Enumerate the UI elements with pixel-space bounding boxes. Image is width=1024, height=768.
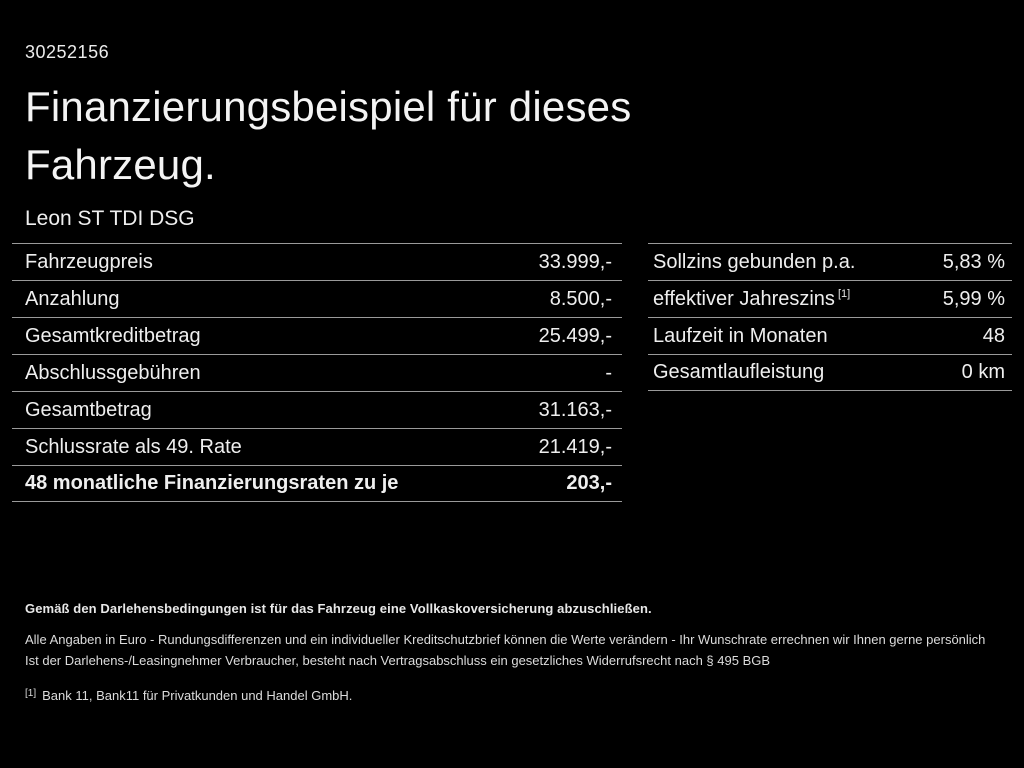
footnotes-section: Gemäß den Darlehensbedingungen ist für d…	[25, 601, 1000, 706]
page-title-line2: Fahrzeug.	[25, 141, 216, 188]
footnote-marker: [1]	[837, 287, 851, 300]
table-row-sollzins: Sollzins gebunden p.a. 5,83 %	[648, 243, 1012, 280]
row-value: 0 km	[961, 361, 1005, 383]
row-value: 33.999,-	[538, 250, 612, 273]
offer-reference-number: 30252156	[25, 42, 110, 62]
row-value: 203,-	[566, 472, 612, 494]
table-row-gesamtbetrag: Gesamtbetrag 31.163,-	[12, 391, 622, 428]
table-row-fahrzeugpreis: Fahrzeugpreis 33.999,-	[12, 243, 622, 280]
table-row-anzahlung: Anzahlung 8.500,-	[12, 280, 622, 317]
row-label: 48 monatliche Finanzierungsraten zu je	[25, 472, 399, 494]
row-label: Gesamtkreditbetrag	[25, 324, 201, 347]
bank-footnote-marker: [1]	[25, 688, 37, 699]
row-value: -	[605, 361, 612, 384]
row-value: 8.500,-	[549, 287, 612, 310]
table-row-schlussrate: Schlussrate als 49. Rate 21.419,-	[12, 428, 622, 465]
row-label: Sollzins gebunden p.a.	[653, 250, 856, 273]
table-row-effektiver-jahreszins: effektiver Jahreszins [1] 5,99 %	[648, 280, 1012, 317]
row-label: Schlussrate als 49. Rate	[25, 435, 242, 458]
row-value: 48	[982, 324, 1005, 347]
page-title: Finanzierungsbeispiel für dieses Fahrzeug…	[25, 78, 631, 194]
conditions-table: Sollzins gebunden p.a. 5,83 % effektiver…	[648, 243, 1012, 391]
row-label: Gesamtbetrag	[25, 398, 152, 421]
table-row-monatsrate: 48 monatliche Finanzierungsraten zu je 2…	[12, 465, 622, 502]
row-value: 5,99 %	[942, 287, 1005, 310]
row-label: effektiver Jahreszins [1]	[653, 288, 850, 311]
financing-table: Fahrzeugpreis 33.999,- Anzahlung 8.500,-…	[12, 243, 622, 502]
row-value: 5,83 %	[942, 250, 1005, 273]
row-label: Abschlussgebühren	[25, 361, 201, 384]
row-value: 21.419,-	[538, 435, 612, 458]
table-row-gesamtkreditbetrag: Gesamtkreditbetrag 25.499,-	[12, 317, 622, 354]
row-value: 25.499,-	[538, 324, 612, 347]
row-label: Gesamtlaufleistung	[653, 361, 825, 383]
bank-footnote-text: Bank 11, Bank11 für Privatkunden und Han…	[42, 688, 353, 703]
disclaimer-line-1: Alle Angaben in Euro - Rundungsdifferenz…	[25, 632, 986, 647]
row-label: Fahrzeugpreis	[25, 250, 153, 273]
row-label: Laufzeit in Monaten	[653, 324, 828, 347]
vehicle-name: Leon ST TDI DSG	[25, 207, 195, 230]
page-title-line1: Finanzierungsbeispiel für dieses	[25, 83, 632, 130]
bank-footnote: [1] Bank 11, Bank11 für Privatkunden und …	[25, 683, 1000, 706]
table-row-laufzeit: Laufzeit in Monaten 48	[648, 317, 1012, 354]
insurance-note: Gemäß den Darlehensbedingungen ist für d…	[25, 601, 652, 616]
disclaimer-line-2: Ist der Darlehens-/Leasingnehmer Verbrau…	[25, 653, 771, 668]
row-label: Anzahlung	[25, 287, 120, 310]
table-row-abschlussgebuehren: Abschlussgebühren -	[12, 354, 622, 391]
row-value: 31.163,-	[538, 398, 612, 421]
table-row-gesamtlaufleistung: Gesamtlaufleistung 0 km	[648, 354, 1012, 391]
row-label-text: effektiver Jahreszins	[653, 287, 835, 310]
